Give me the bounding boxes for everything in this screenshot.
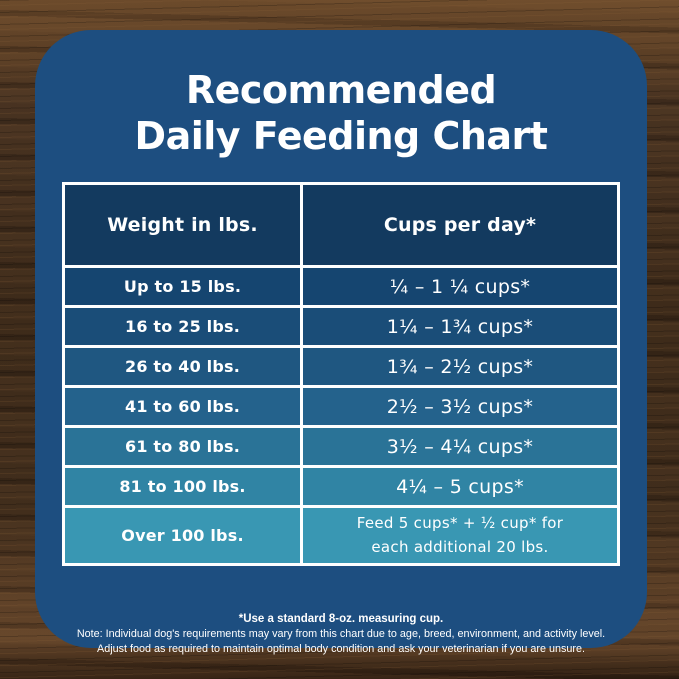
column-header-cups: Cups per day* <box>303 185 617 265</box>
column-header-weight: Weight in lbs. <box>65 185 300 265</box>
weight-cell: Up to 15 lbs. <box>65 268 300 305</box>
disclaimer-line2: Adjust food as required to maintain opti… <box>97 642 585 655</box>
feeding-table: Weight in lbs. Cups per day* Up to 15 lb… <box>62 182 620 566</box>
weight-cell: Over 100 lbs. <box>65 508 300 563</box>
cups-cell: 2½ – 3½ cups* <box>303 388 617 425</box>
weight-cell: 61 to 80 lbs. <box>65 428 300 465</box>
measuring-cup-note: *Use a standard 8-oz. measuring cup. <box>238 613 444 625</box>
footnotes: *Use a standard 8-oz. measuring cup. Not… <box>45 613 637 656</box>
weight-cell: 26 to 40 lbs. <box>65 348 300 385</box>
chart-title-line1: Recommended <box>185 68 497 112</box>
cups-cell: 3½ – 4¼ cups* <box>303 428 617 465</box>
chart-title: Recommended Daily Feeding Chart <box>35 68 647 159</box>
cups-cell: ¼ – 1 ¼ cups* <box>303 268 617 305</box>
cups-cell: 4¼ – 5 cups* <box>303 468 617 505</box>
cups-cell: Feed 5 cups* + ½ cup* for each additiona… <box>303 508 617 563</box>
weight-cell: 16 to 25 lbs. <box>65 308 300 345</box>
cups-cell: 1¼ – 1¾ cups* <box>303 308 617 345</box>
feeding-chart-card: Recommended Daily Feeding Chart Weight i… <box>35 30 647 655</box>
cups-cell: 1¾ – 2½ cups* <box>303 348 617 385</box>
weight-cell: 81 to 100 lbs. <box>65 468 300 505</box>
disclaimer-line1: Note: Individual dog's requirements may … <box>76 628 606 640</box>
weight-cell: 41 to 60 lbs. <box>65 388 300 425</box>
chart-title-line2: Daily Feeding Chart <box>134 113 548 158</box>
